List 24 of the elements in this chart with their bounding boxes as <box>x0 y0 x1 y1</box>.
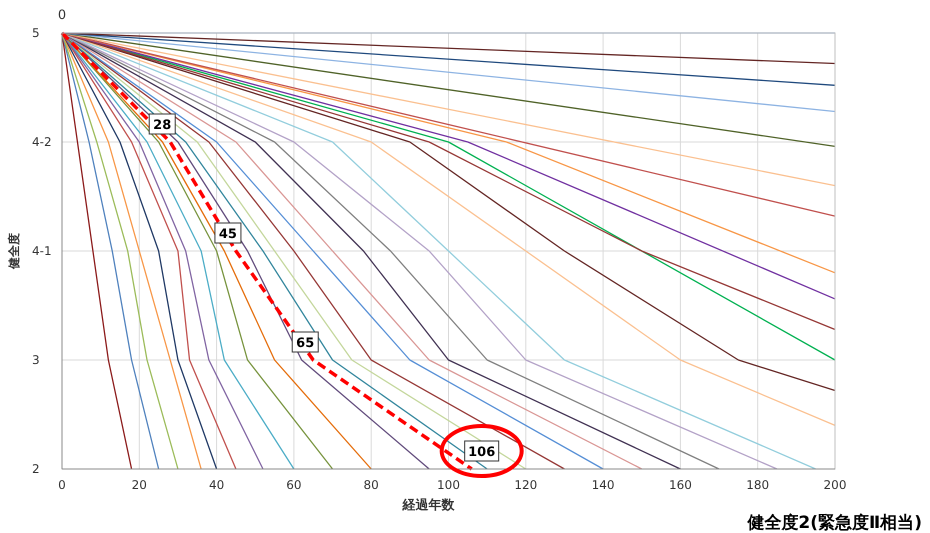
x-tick-label: 140 <box>592 478 615 492</box>
x-tick-label: 200 <box>824 478 846 492</box>
x-tick-label: 0 <box>58 478 66 492</box>
annotation: 65 <box>296 336 314 351</box>
annotation: 45 <box>218 227 237 242</box>
text: 健全度2(緊急度Ⅱ相当) <box>746 513 922 533</box>
annotation: 106 <box>468 445 496 460</box>
x-axis-title: 経過年数 <box>402 498 456 513</box>
text: 2 <box>32 462 40 476</box>
x-tick-label: 20 <box>132 478 147 492</box>
x-tick-label: 80 <box>364 478 379 492</box>
text: 4-2 <box>32 135 52 149</box>
x-tick-label: 180 <box>746 478 770 492</box>
text: 0 <box>58 8 66 23</box>
x-tick-label: 40 <box>208 478 224 492</box>
x-tick-label: 60 <box>286 478 302 492</box>
text: 3 <box>32 353 40 367</box>
y-axis-title: 健全度 <box>7 233 21 270</box>
x-tick-label: 120 <box>514 478 538 492</box>
text: 4-1 <box>32 244 52 258</box>
x-tick-label: 160 <box>668 478 692 492</box>
text: 5 <box>32 26 40 40</box>
annotation: 28 <box>153 118 172 133</box>
x-tick-label: 100 <box>437 478 460 492</box>
